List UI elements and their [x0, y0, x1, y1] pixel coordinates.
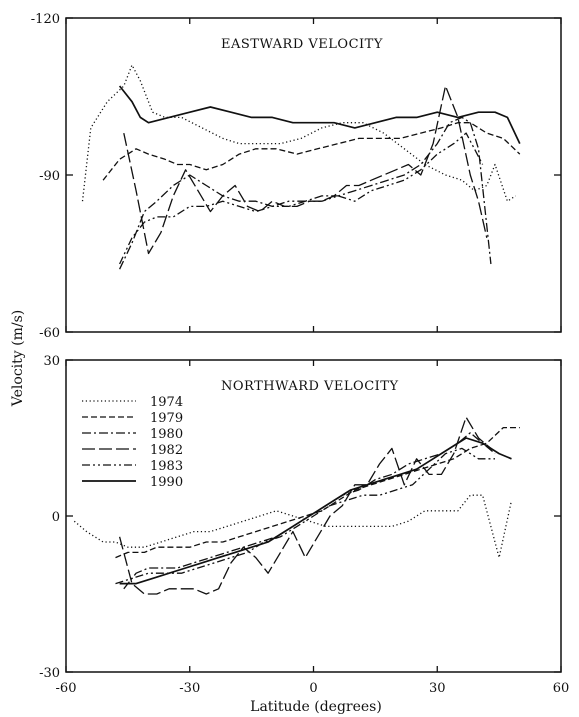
northward-y-tick-label: 0: [52, 510, 60, 525]
eastward-y-tick-label: -60: [39, 326, 60, 341]
eastward-series-1982: [123, 85, 488, 255]
legend-label-1982: 1982: [150, 443, 183, 458]
northward-x-tick-label: 0: [309, 681, 317, 696]
eastward-series-1990: [118, 85, 521, 144]
eastward-panel-title: EASTWARD VELOCITY: [221, 37, 383, 52]
northward-x-tick-label: -60: [56, 681, 77, 696]
x-axis-label: Latitude (degrees): [250, 699, 382, 715]
eastward-y-tick-label: -90: [39, 169, 60, 184]
eastward-velocity-panel: -120 -90 -60 EASTWARD VELOCITY: [31, 12, 562, 341]
legend-label-1974: 1974: [150, 395, 183, 410]
northward-x-tick-label: 30: [429, 681, 446, 696]
eastward-series-1980: [119, 116, 492, 270]
eastward-series-1979: [102, 122, 521, 181]
northward-panel-title: NORTHWARD VELOCITY: [221, 379, 399, 394]
legend-label-1983: 1983: [150, 459, 183, 474]
y-axis-label: Velocity (m/s): [10, 310, 26, 407]
eastward-series-1974: [81, 64, 516, 202]
eastward-series-1983: [119, 132, 484, 265]
northward-series-1982: [118, 416, 492, 595]
northward-x-tick-label: 60: [553, 681, 570, 696]
northward-y-tick-label: -30: [39, 666, 60, 681]
legend-label-1979: 1979: [150, 411, 183, 426]
northward-series-1974: [73, 494, 513, 559]
legend-label-1990: 1990: [150, 475, 183, 490]
northward-x-tick-label: -30: [179, 681, 200, 696]
northward-series-1990: [119, 437, 512, 585]
northward-y-tick-label: 30: [43, 354, 60, 369]
legend-label-1980: 1980: [150, 427, 183, 442]
eastward-plot-frame: [65, 17, 562, 333]
eastward-y-tick-label: -120: [31, 12, 60, 27]
northward-series-1983: [115, 447, 495, 585]
northward-series-1979: [115, 426, 520, 559]
